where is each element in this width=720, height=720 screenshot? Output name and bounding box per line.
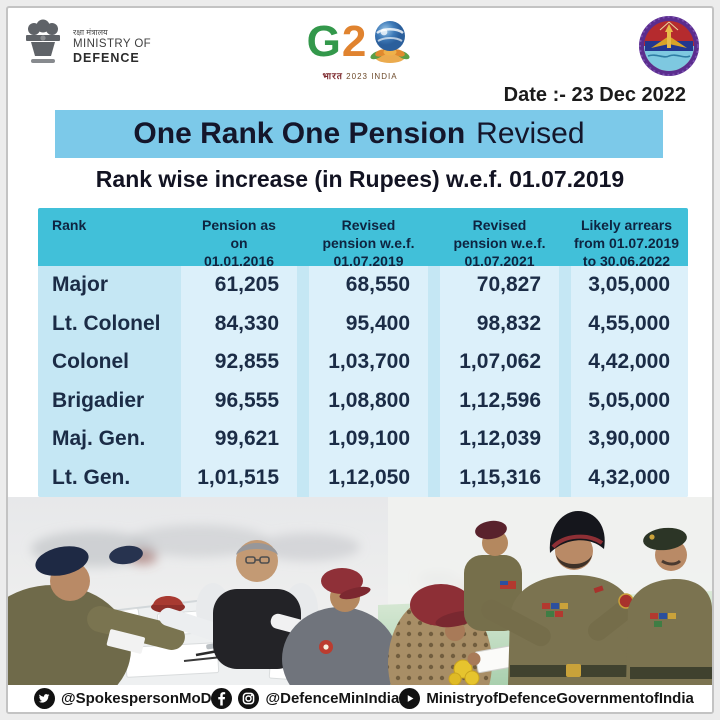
title-suffix: Revised bbox=[476, 117, 585, 150]
value-cell: 1,01,515 bbox=[181, 458, 297, 497]
value-cell: 1,12,050 bbox=[309, 458, 428, 497]
event-photo bbox=[8, 497, 712, 685]
right-officer-figure bbox=[626, 527, 712, 685]
value-cell: 1,08,800 bbox=[309, 381, 428, 420]
rank-cell: Lt. Colonel bbox=[52, 311, 161, 335]
rank-cell: Lt. Gen. bbox=[52, 465, 131, 489]
value-cell: 99,621 bbox=[181, 420, 297, 459]
social-footer: @SpokespersonMoD @DefenceMinIndia Minist… bbox=[8, 685, 712, 712]
g20-globe-lotus-icon bbox=[370, 21, 410, 63]
col-header-revised-2019: Revised pension w.e.f. 01.07.2019 bbox=[322, 217, 415, 269]
subtitle: Rank wise increase (in Rupees) w.e.f. 01… bbox=[95, 166, 625, 192]
ministry-text: रक्षा मंत्रालय MINISTRY OF DEFENCE bbox=[73, 28, 152, 65]
youtube-handle: MinistryofDefenceGovernmentofIndia bbox=[399, 688, 694, 709]
value-cell: 1,12,039 bbox=[440, 420, 559, 459]
value-cell: 1,09,100 bbox=[309, 420, 428, 459]
value-cell: 92,855 bbox=[181, 343, 297, 382]
facebook-icon bbox=[211, 688, 233, 709]
col-header-revised-2021: Revised pension w.e.f. 01.07.2021 bbox=[453, 217, 546, 269]
red-cap-on-table bbox=[151, 596, 185, 613]
youtube-icon bbox=[399, 688, 421, 709]
ministry-line2: DEFENCE bbox=[73, 50, 140, 65]
medal-ribbons bbox=[650, 613, 676, 627]
pension-table-body: Major 61,205 68,550 70,827 3,05,000 Lt. … bbox=[38, 266, 688, 497]
value-cell: 5,05,000 bbox=[571, 381, 688, 420]
g20-digit-2: 2 bbox=[341, 17, 367, 66]
pension-table: Rank Pension as on 01.01.2016 Revised pe… bbox=[38, 208, 688, 497]
value-cell: 1,03,700 bbox=[309, 343, 428, 382]
value-cell: 1,12,596 bbox=[440, 381, 559, 420]
g20-tagline-hindi: भारत bbox=[322, 71, 343, 81]
value-cell: 98,832 bbox=[440, 304, 559, 343]
rank-cell: Major bbox=[52, 273, 109, 297]
yellow-rosette bbox=[448, 659, 480, 685]
value-cell: 84,330 bbox=[181, 304, 297, 343]
col-header-pension-2016: Pension as on 01.01.2016 bbox=[202, 217, 276, 269]
value-cell: 1,07,062 bbox=[440, 343, 559, 382]
value-cell: 3,05,000 bbox=[571, 266, 688, 305]
rank-cell: Maj. Gen. bbox=[52, 427, 146, 451]
maroon-cap-veteran-figure bbox=[270, 568, 398, 685]
rank-cell: Colonel bbox=[52, 350, 129, 374]
instagram-icon bbox=[238, 688, 260, 709]
rank-cell: Brigadier bbox=[52, 388, 145, 412]
value-cell: 4,32,000 bbox=[571, 458, 688, 497]
tri-services-crest-icon bbox=[638, 14, 700, 83]
g20-india-logo: G 2 भारत 2023 I bbox=[275, 16, 445, 82]
g20-tagline-rest: 2023 INDIA bbox=[346, 72, 398, 81]
seated-officer-figure bbox=[8, 545, 185, 685]
ministry-of-defence-logo: रक्षा मंत्रालय MINISTRY OF DEFENCE bbox=[22, 18, 151, 76]
value-cell: 61,205 bbox=[181, 266, 297, 305]
value-cell: 96,555 bbox=[181, 381, 297, 420]
medal-ribbons bbox=[542, 603, 568, 617]
value-cell: 70,827 bbox=[440, 266, 559, 305]
facebook-instagram-handle: @DefenceMinIndia bbox=[211, 688, 399, 709]
twitter-icon bbox=[34, 688, 55, 709]
poster-card: रक्षा मंत्रालय MINISTRY OF DEFENCE G 2 bbox=[6, 6, 714, 714]
g20-tagline: भारत 2023 INDIA bbox=[275, 69, 445, 82]
value-cell: 4,42,000 bbox=[571, 343, 688, 382]
title-banner: One Rank One Pension Revised bbox=[55, 110, 663, 158]
g20-letter-g: G bbox=[306, 17, 341, 66]
value-cell: 95,400 bbox=[309, 304, 428, 343]
pension-table-header: Rank Pension as on 01.01.2016 Revised pe… bbox=[38, 208, 688, 269]
value-cell: 1,15,316 bbox=[440, 458, 559, 497]
col-header-rank: Rank bbox=[52, 217, 87, 233]
sikh-officer-figure bbox=[481, 511, 638, 685]
col-header-arrears: Likely arrears from 01.07.2019 to 30.06.… bbox=[573, 217, 680, 269]
ashoka-emblem-icon bbox=[26, 19, 60, 63]
value-cell: 68,550 bbox=[309, 266, 428, 305]
title-main: One Rank One Pension bbox=[133, 117, 466, 150]
date-label: Date :- 23 Dec 2022 bbox=[503, 84, 686, 106]
value-cell: 4,55,000 bbox=[571, 304, 688, 343]
twitter-handle: @SpokespersonMoD bbox=[34, 688, 211, 709]
ministry-name-hindi: रक्षा मंत्रालय bbox=[73, 28, 108, 38]
value-cell: 3,90,000 bbox=[571, 420, 688, 459]
ministry-line1: MINISTRY OF bbox=[73, 38, 152, 51]
